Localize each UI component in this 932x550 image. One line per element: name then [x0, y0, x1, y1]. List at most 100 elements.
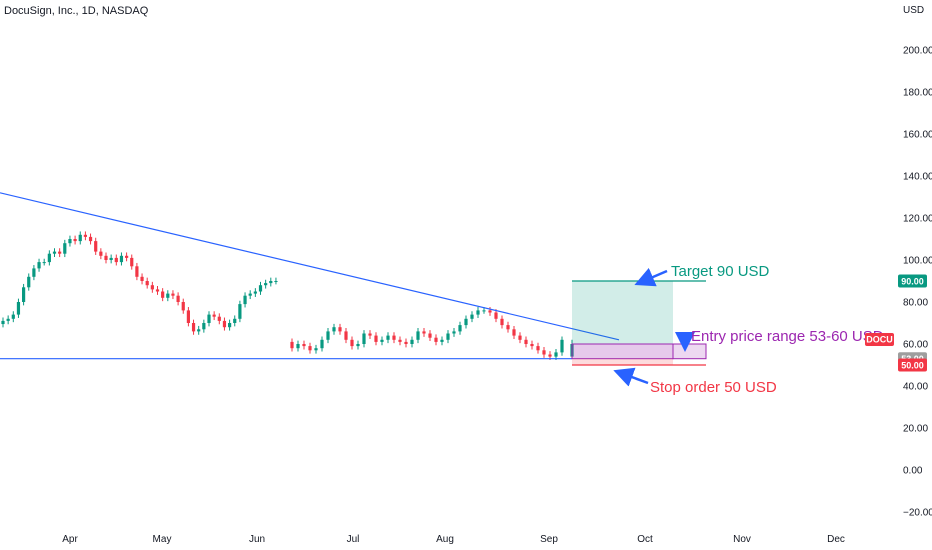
candle-body — [73, 239, 77, 242]
candle-body — [166, 293, 170, 298]
y-tick-label: 120.00 — [903, 214, 932, 225]
candle-body — [6, 318, 10, 321]
y-tick-label: 160.00 — [903, 130, 932, 141]
candle-body — [222, 320, 227, 328]
candle-body — [368, 333, 372, 336]
candle-body — [186, 310, 190, 323]
candle-body — [428, 333, 432, 338]
candle-body — [452, 331, 456, 334]
candle-body — [494, 312, 498, 319]
candle-body — [130, 257, 134, 267]
x-tick-label: Jun — [249, 534, 265, 545]
candle-body — [386, 335, 390, 340]
candle-body — [83, 234, 87, 237]
candle-body — [99, 251, 103, 256]
candle-body — [212, 314, 216, 317]
x-tick-label: Oct — [637, 534, 653, 545]
candle-body — [410, 339, 414, 344]
candle-body — [536, 346, 540, 351]
candle-body — [253, 291, 257, 294]
candle-body — [1, 320, 5, 325]
candle-body — [290, 341, 294, 349]
y-tick-label: 200.00 — [903, 46, 932, 57]
candle-body — [171, 293, 175, 296]
x-tick-label: Apr — [62, 534, 78, 545]
candle-body — [344, 331, 348, 340]
annotation-text: Stop order 50 USD — [650, 379, 777, 396]
candle-body — [274, 281, 278, 282]
price-tag: 50.00 — [901, 361, 924, 371]
candle-body — [560, 339, 564, 353]
candle-body — [500, 318, 504, 326]
candle-body — [150, 285, 154, 290]
candle-body — [27, 276, 31, 288]
x-tick-label: Aug — [436, 534, 454, 545]
candle-body — [114, 257, 118, 263]
stop-arrow — [613, 367, 649, 387]
candle-body — [22, 287, 26, 302]
candle-body — [302, 344, 306, 347]
candle-body — [217, 316, 221, 321]
y-tick-label: 180.00 — [903, 88, 932, 99]
y-tick-label: 140.00 — [903, 172, 932, 183]
profit-zone — [572, 281, 673, 344]
candle-body — [320, 339, 324, 349]
candle-body — [248, 293, 252, 296]
target-arrow — [634, 267, 668, 287]
loss-zone — [572, 358, 673, 365]
candle-body — [350, 339, 354, 347]
y-tick-label: 20.00 — [903, 424, 928, 435]
symbol-tag-bg — [865, 333, 894, 346]
candle-body — [140, 276, 144, 281]
y-tick-label: 40.00 — [903, 382, 928, 393]
candle-body — [228, 323, 232, 328]
candle-body — [416, 331, 420, 340]
y-tick-label: 100.00 — [903, 256, 932, 267]
candle-body — [440, 339, 444, 342]
y-tick-label: 60.00 — [903, 340, 928, 351]
candle-body — [32, 268, 36, 277]
candle-body — [488, 310, 492, 313]
candle-body — [398, 339, 402, 342]
candle-body — [119, 255, 124, 263]
candle-body — [524, 339, 528, 344]
candle-body — [16, 302, 21, 315]
candle-body — [264, 283, 268, 286]
candle-body — [338, 327, 342, 332]
candle-body — [380, 339, 384, 342]
x-tick-label: Dec — [827, 534, 845, 545]
candle-body — [482, 310, 486, 312]
candle-body — [243, 295, 247, 305]
symbol-tag: DOCU — [866, 335, 893, 345]
candle-body — [145, 281, 149, 286]
candle-body — [296, 344, 300, 349]
price-tag: 90.00 — [901, 277, 924, 287]
candle-body — [135, 266, 139, 277]
candle-body — [434, 337, 438, 342]
y-tick-label: −20.00 — [903, 508, 932, 519]
x-tick-label: May — [153, 534, 172, 545]
candle-body — [68, 239, 72, 244]
price-tag-bg — [898, 358, 927, 372]
annotation-text: Target 90 USD — [671, 263, 770, 280]
candle-body — [506, 325, 510, 330]
candle-body — [446, 333, 450, 340]
candle-body — [191, 323, 196, 332]
y-tick-label: 0.00 — [903, 466, 923, 477]
candle-body — [207, 314, 211, 323]
candle-body — [125, 255, 129, 258]
currency-label: USD — [903, 5, 925, 16]
candle-body — [554, 352, 558, 357]
y-tick-label: 80.00 — [903, 298, 928, 309]
candle-body — [422, 331, 426, 334]
candle-body — [155, 289, 160, 292]
candle-body — [233, 318, 237, 323]
candle-body — [518, 335, 522, 340]
candle-body — [476, 310, 480, 315]
candle-body — [176, 295, 180, 302]
candle-body — [548, 354, 552, 357]
candle-body — [362, 333, 366, 344]
candle-body — [104, 255, 108, 260]
